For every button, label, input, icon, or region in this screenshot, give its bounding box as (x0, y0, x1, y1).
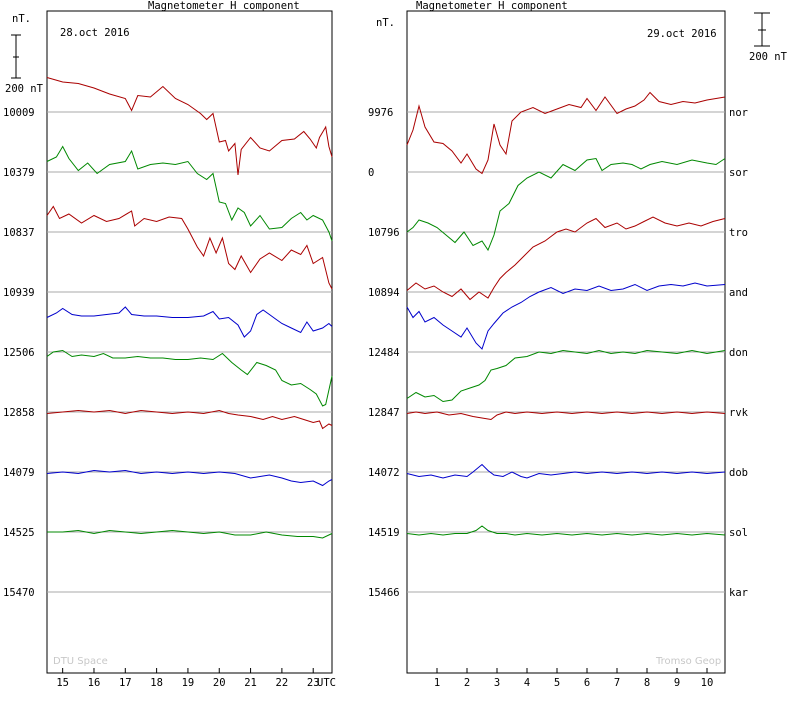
station-label: sor (729, 167, 748, 179)
right-title: Magnetometer H component (416, 0, 568, 12)
panel-29-oct: Magnetometer H component 29.oct 2016 nT.… (368, 0, 788, 689)
left-date: 28.oct 2016 (60, 27, 130, 39)
station-label: sol (729, 527, 748, 539)
left-x-tick-label: 18 (150, 677, 163, 689)
right-date: 29.oct 2016 (647, 28, 717, 40)
right-x-tick-label: 1 (434, 677, 440, 689)
left-unit-label: nT. (12, 13, 31, 25)
left-baseline-label: 10939 (3, 287, 35, 299)
left-series-trace (46, 409, 333, 430)
left-x-axis-label: UTC (317, 677, 336, 689)
station-label: kar (729, 587, 748, 599)
right-baseline-label: 0 (368, 167, 374, 179)
left-series (46, 77, 333, 539)
left-baseline-label: 14525 (3, 527, 35, 539)
right-x-tick-label: 5 (554, 677, 560, 689)
right-x-tick-label: 8 (644, 677, 650, 689)
left-series-trace (46, 306, 333, 338)
left-credit: DTU Space (53, 656, 108, 667)
left-series-trace (46, 77, 333, 176)
station-label: and (729, 287, 748, 299)
right-credit: Tromso Geop (655, 656, 721, 667)
right-baseline-label: 14519 (368, 527, 400, 539)
left-baseline-label: 10837 (3, 227, 35, 239)
left-baseline-label: 14079 (3, 467, 35, 479)
right-series-trace (406, 91, 726, 175)
left-x-ticks: 15 16 17 18 19 20 21 22 23 (56, 668, 320, 689)
right-baseline-label: 9976 (368, 107, 393, 119)
left-scale-bar: 200 nT (5, 34, 44, 95)
right-baseline-label: 15466 (368, 587, 400, 599)
left-x-tick-label: 17 (119, 677, 132, 689)
right-series-trace (406, 349, 726, 403)
left-series-trace (46, 469, 333, 487)
left-baseline-label: 12506 (3, 347, 35, 359)
right-baseline-label: 10796 (368, 227, 400, 239)
right-unit-label: nT. (376, 17, 395, 29)
left-x-tick-label: 16 (88, 677, 101, 689)
left-scale-bar-label: 200 nT (5, 83, 44, 95)
right-scale-bar-label: 200 nT (749, 51, 788, 63)
right-scale-bar: 200 nT (749, 12, 788, 63)
left-x-tick-label: 15 (56, 677, 69, 689)
right-x-ticks: 1 2 3 4 5 6 7 8 9 10 (434, 668, 713, 689)
right-series-trace (406, 525, 726, 536)
right-baseline-label: 10894 (368, 287, 400, 299)
left-series-trace (46, 145, 333, 242)
left-x-tick-label: 20 (213, 677, 226, 689)
left-baseline-label: 10009 (3, 107, 35, 119)
right-x-tick-label: 10 (701, 677, 714, 689)
left-series-trace (46, 205, 333, 290)
right-series-trace (406, 216, 726, 301)
left-series-trace (46, 349, 333, 407)
left-frame (46, 10, 333, 674)
right-x-tick-label: 4 (524, 677, 530, 689)
station-label: rvk (729, 407, 749, 419)
station-label: tro (729, 227, 748, 239)
right-series (406, 91, 726, 536)
left-x-tick-label: 21 (244, 677, 257, 689)
right-baseline-label: 12484 (368, 347, 400, 359)
left-baseline-label: 15470 (3, 587, 35, 599)
left-x-tick-label: 23 (307, 677, 320, 689)
left-baseline-label: 10379 (3, 167, 35, 179)
station-label: dob (729, 467, 748, 479)
right-series-trace (406, 411, 726, 421)
panel-28-oct: Magnetometer H component 28.oct 2016 nT.… (3, 0, 336, 689)
right-x-tick-label: 3 (494, 677, 500, 689)
station-label: nor (729, 107, 748, 119)
right-frame (406, 10, 726, 674)
right-x-tick-label: 2 (464, 677, 470, 689)
left-baseline-label: 12858 (3, 407, 35, 419)
station-labels: nor sor tro and don rvk dob sol kar (729, 107, 749, 599)
right-series-trace (406, 463, 726, 479)
station-label: don (729, 347, 748, 359)
right-series-trace (406, 282, 726, 350)
left-x-tick-label: 22 (276, 677, 289, 689)
right-x-tick-label: 6 (584, 677, 590, 689)
left-x-tick-label: 19 (182, 677, 195, 689)
right-series-trace (406, 157, 726, 252)
left-series-trace (47, 529, 333, 539)
left-title: Magnetometer H component (148, 0, 300, 12)
right-baseline-label: 12847 (368, 407, 400, 419)
right-baselines: 9976 0 10796 10894 12484 12847 14072 14519 15466 (368, 107, 725, 599)
right-x-tick-label: 7 (614, 677, 620, 689)
right-baseline-label: 14072 (368, 467, 400, 479)
right-x-tick-label: 9 (674, 677, 680, 689)
